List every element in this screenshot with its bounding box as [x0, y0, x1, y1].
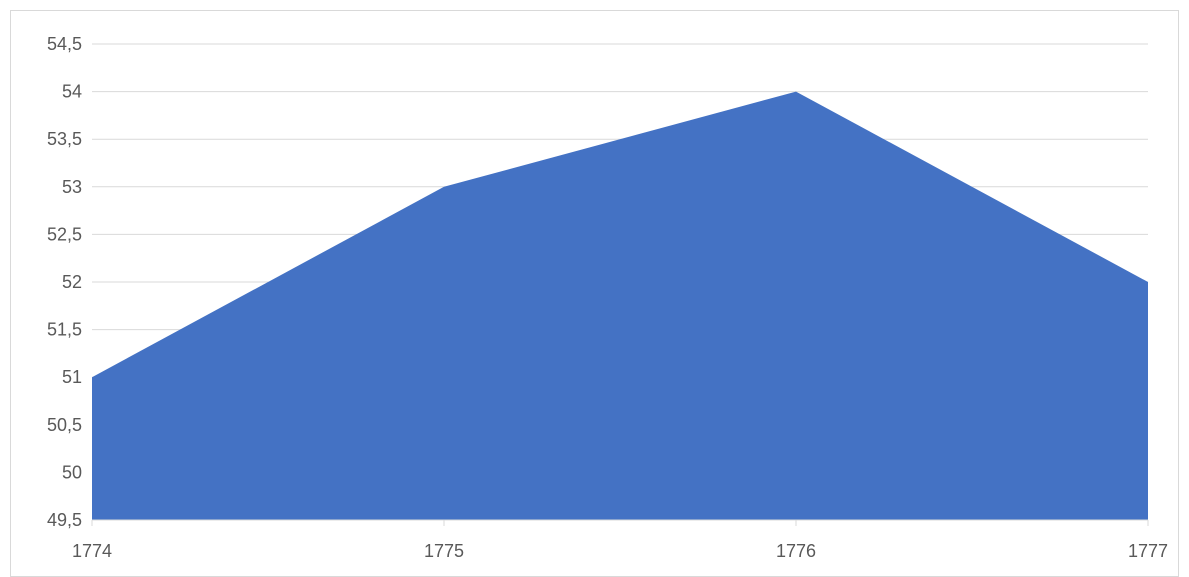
y-tick-label: 51,5: [47, 320, 82, 340]
y-tick-label: 51: [62, 367, 82, 387]
y-axis-tick-labels: 49,5 50 50,5 51 51,5 52 52,5 53 53,5 54 54,5: [47, 34, 82, 530]
axes: [91, 519, 1149, 526]
y-tick-label: 49,5: [47, 510, 82, 530]
x-tick-label: 1776: [776, 541, 816, 561]
x-axis-tick-labels: 1774 1775 1776 1777: [72, 541, 1168, 561]
plot-area: [92, 91, 1148, 520]
x-tick-label: 1774: [72, 541, 112, 561]
y-tick-label: 53,5: [47, 129, 82, 149]
y-tick-label: 54: [62, 82, 82, 102]
y-tick-label: 52: [62, 272, 82, 292]
x-tick-label: 1777: [1128, 541, 1168, 561]
y-tick-label: 50: [62, 462, 82, 482]
x-tick-label: 1775: [424, 541, 464, 561]
y-tick-label: 54,5: [47, 34, 82, 54]
y-tick-label: 53: [62, 177, 82, 197]
y-tick-label: 52,5: [47, 224, 82, 244]
series-area: [92, 91, 1148, 520]
y-tick-label: 50,5: [47, 415, 82, 435]
